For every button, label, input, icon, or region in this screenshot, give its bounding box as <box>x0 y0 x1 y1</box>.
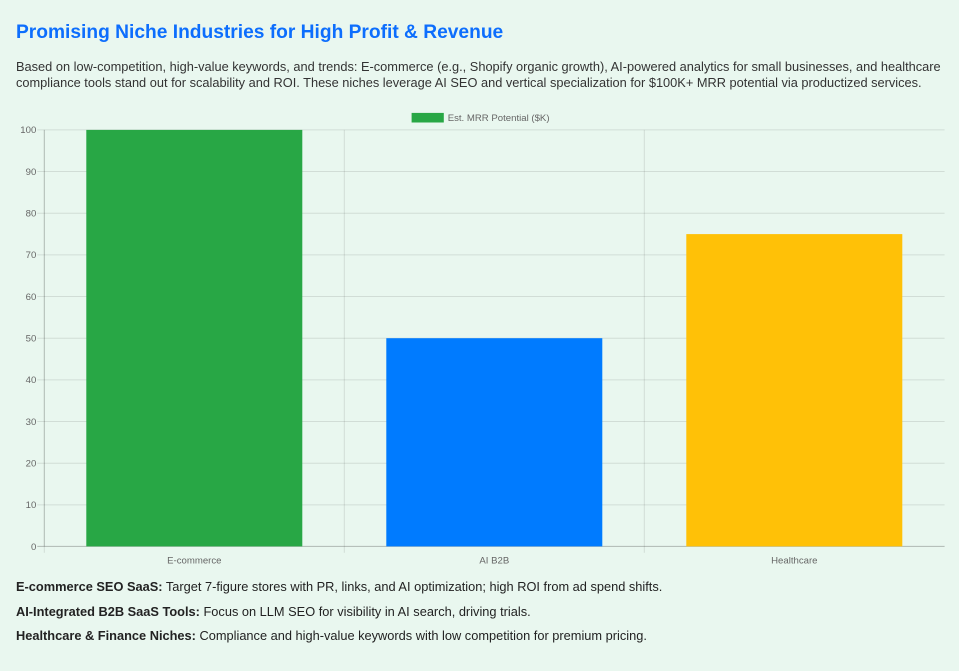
svg-text:10: 10 <box>26 500 37 511</box>
svg-text:80: 80 <box>26 209 37 220</box>
svg-text:E-commerce: E-commerce <box>167 555 221 566</box>
svg-text:30: 30 <box>26 417 37 428</box>
svg-text:0: 0 <box>31 542 36 553</box>
svg-text:40: 40 <box>26 375 37 386</box>
svg-text:AI B2B: AI B2B <box>479 555 509 566</box>
svg-text:20: 20 <box>26 459 37 470</box>
svg-text:Healthcare: Healthcare <box>771 555 817 566</box>
svg-text:100: 100 <box>20 125 36 136</box>
svg-text:90: 90 <box>26 167 37 178</box>
svg-text:50: 50 <box>26 334 37 345</box>
svg-text:Est. MRR Potential ($K): Est. MRR Potential ($K) <box>448 113 550 124</box>
svg-text:70: 70 <box>26 250 37 261</box>
svg-text:60: 60 <box>26 292 37 303</box>
